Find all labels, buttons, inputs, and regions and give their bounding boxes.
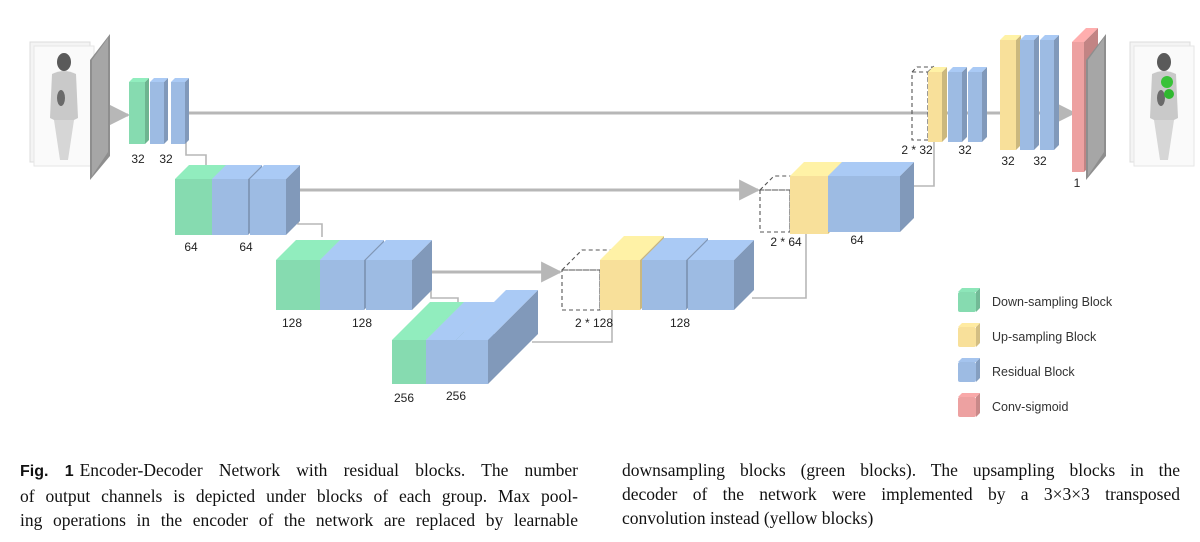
- res-block-25: [1020, 35, 1039, 150]
- input-slab: [90, 34, 110, 180]
- res-block-23: [968, 67, 987, 142]
- caption-line-5: decoder of the network were implemented …: [622, 484, 1180, 504]
- label-out-blue: 32: [1033, 154, 1047, 168]
- legend-item: Up-sampling Block: [958, 323, 1097, 347]
- caption-left-column: Fig. 1 Encoder-Decoder Network with resid…: [20, 458, 578, 532]
- legend-label: Down-sampling Block: [992, 295, 1113, 309]
- caption-right-column: downsampling blocks (green blocks). The …: [622, 458, 1180, 530]
- label-enc1-blue: 32: [159, 152, 173, 166]
- label-enc3-green: 128: [282, 316, 302, 330]
- label-enc1-green: 32: [131, 152, 145, 166]
- block-labels: 32 32 64 64 128 128 256 256 2 * 128 128 …: [131, 143, 1080, 405]
- res-block-19: [864, 162, 914, 232]
- legend: Down-sampling Block Up-sampling Block Resi…: [958, 288, 1113, 417]
- up-block-24: [1000, 35, 1021, 150]
- label-enc3-blue: 128: [352, 316, 372, 330]
- up-connector-3: [532, 300, 613, 343]
- blocks: [129, 28, 1098, 384]
- input-scan-image: [29, 41, 95, 167]
- label-enc4-blue: 256: [446, 389, 466, 403]
- label-enc2-blue: 64: [239, 240, 253, 254]
- output-scan-image: [1129, 41, 1195, 167]
- label-out-sigmoid: 1: [1074, 176, 1081, 190]
- label-out-yellow: 32: [1001, 154, 1015, 168]
- up-block-21: [928, 67, 947, 142]
- caption-line-1: Fig. 1 Encoder-Decoder Network with resid…: [20, 460, 579, 480]
- down-connector-2: [297, 213, 323, 237]
- label-dec2-up: 2 * 64: [770, 235, 802, 249]
- label-dec1-blue: 32: [958, 143, 972, 157]
- caption-line-4: downsampling blocks (green blocks). The …: [622, 460, 1180, 480]
- res-block-26: [1040, 35, 1059, 150]
- up-connector-1: [912, 130, 935, 187]
- output-slab: [1086, 34, 1106, 180]
- down-block-0: [129, 78, 149, 144]
- encoder-decoder-diagram: Down-sampling Block Up-sampling Block Resi…: [29, 28, 1195, 417]
- label-dec3-up: 2 * 128: [575, 316, 613, 330]
- label-dec2-blue: 64: [850, 233, 864, 247]
- caption-line-3: ing operations in the encoder of the net…: [20, 510, 578, 530]
- legend-item: Residual Block: [958, 358, 1075, 382]
- legend-item: Down-sampling Block: [958, 288, 1113, 312]
- res-block-2: [171, 78, 189, 144]
- res-block-8: [366, 240, 432, 310]
- figure-number: Fig. 1: [20, 463, 74, 480]
- up-connector-2: [752, 226, 807, 299]
- legend-label: Up-sampling Block: [992, 330, 1097, 344]
- res-block-1: [150, 78, 168, 144]
- label-dec3-blue: 128: [670, 316, 690, 330]
- res-block-5: [250, 165, 300, 235]
- res-block-22: [948, 67, 967, 142]
- res-block-15: [688, 240, 754, 310]
- legend-label: Residual Block: [992, 365, 1075, 379]
- scans: [29, 34, 1195, 180]
- label-enc2-green: 64: [184, 240, 198, 254]
- down-connector-1: [185, 140, 207, 165]
- label-dec1-up: 2 * 32: [901, 143, 933, 157]
- legend-label: Conv-sigmoid: [992, 400, 1068, 414]
- label-enc4-green: 256: [394, 391, 414, 405]
- legend-item: Conv-sigmoid: [958, 393, 1068, 417]
- caption-line-6: convolution instead (yellow blocks): [622, 508, 874, 528]
- res-block-11: [456, 290, 538, 384]
- caption-line-2: of output channels is depicted under blo…: [20, 486, 578, 506]
